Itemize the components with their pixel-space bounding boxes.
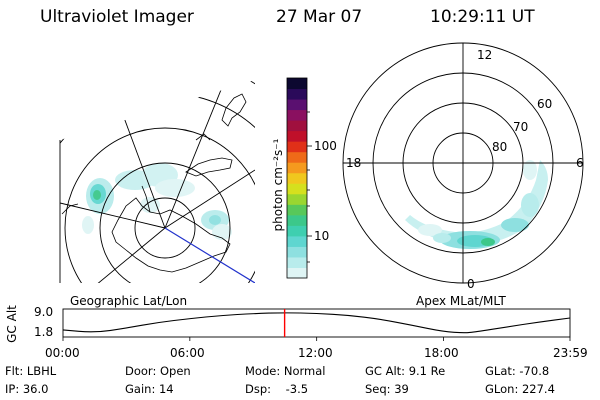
timeline-xtick-1800: 18:00 <box>424 346 459 360</box>
colorbar <box>287 78 307 279</box>
mlt-label-0: 0 <box>467 277 475 291</box>
colorbar-segment <box>287 109 307 121</box>
colorbar-segment <box>287 225 307 237</box>
timeline-xtick-2359: 23:59 <box>553 346 588 360</box>
colorbar-segment <box>287 235 307 247</box>
colorbar-segment <box>287 151 307 163</box>
mlat-label-80: 80 <box>492 140 508 154</box>
time-label: 10:29:11 UT <box>430 7 535 27</box>
mlat-label-60: 60 <box>537 97 553 111</box>
terminator-line <box>164 227 255 283</box>
apex-caption: Apex MLat/MLT <box>416 294 506 308</box>
colorbar-segment <box>287 256 307 268</box>
colorbar-segment <box>287 88 307 100</box>
colorbar-segment <box>287 78 307 90</box>
footer-seq: Seq: 39 <box>365 382 409 396</box>
footer-mode: Mode: Normal <box>245 364 326 378</box>
timeline-xtick-0000: 00:00 <box>45 346 80 360</box>
mlt-label-6: 6 <box>576 156 584 170</box>
altitude-timeline <box>62 308 571 341</box>
colorbar-tick-10: 10 <box>314 229 330 243</box>
colorbar-segment <box>287 120 307 132</box>
colorbar-segment <box>287 267 307 279</box>
date-label: 27 Mar 07 <box>276 7 363 27</box>
colorbar-segment <box>287 214 307 226</box>
colorbar-segment <box>287 193 307 205</box>
mlt-label-18: 18 <box>346 156 362 170</box>
geographic-caption: Geographic Lat/Lon <box>70 294 188 308</box>
colorbar-segment <box>287 130 307 142</box>
colorbar-segment <box>287 246 307 258</box>
colorbar-segment <box>287 183 307 195</box>
timeline-ytick-bottom: 1.8 <box>34 325 54 339</box>
aurora-apex <box>405 160 548 249</box>
mlt-label-12: 12 <box>477 48 493 62</box>
footer-filter: Flt: LBHL <box>5 364 57 378</box>
instrument-title: Ultraviolet Imager <box>40 7 194 27</box>
colorbar-segment <box>287 204 307 216</box>
footer-gc-alt: GC Alt: 9.1 Re <box>365 364 446 378</box>
footer-glat: GLat: -70.8 <box>485 364 550 378</box>
timeline-xtick-0600: 06:00 <box>170 346 205 360</box>
timeline-ytick-top: 9.0 <box>34 305 54 319</box>
footer-glon: GLon: 227.4 <box>485 382 555 396</box>
colorbar-segment <box>287 162 307 174</box>
footer-ip: IP: 36.0 <box>5 382 49 396</box>
continent-outlines <box>61 93 247 273</box>
apex-panel <box>342 42 584 284</box>
colorbar-segment <box>287 99 307 111</box>
timeline-ylabel: GC Alt <box>5 305 19 343</box>
colorbar-segment <box>287 172 307 184</box>
footer-dsp: Dsp: -3.5 <box>245 382 309 396</box>
colorbar-tick-100: 100 <box>314 139 337 153</box>
footer-door: Door: Open <box>125 364 191 378</box>
footer-gain: Gain: 14 <box>125 382 174 396</box>
mlat-label-70: 70 <box>513 120 529 134</box>
aurora-geo <box>82 163 232 240</box>
timeline-xtick-1200: 12:00 <box>298 346 333 360</box>
colorbar-unit-label: photon cm⁻²s⁻¹ <box>271 138 285 232</box>
geographic-panel <box>60 80 255 283</box>
colorbar-segment <box>287 141 307 153</box>
altitude-curve <box>62 312 571 334</box>
